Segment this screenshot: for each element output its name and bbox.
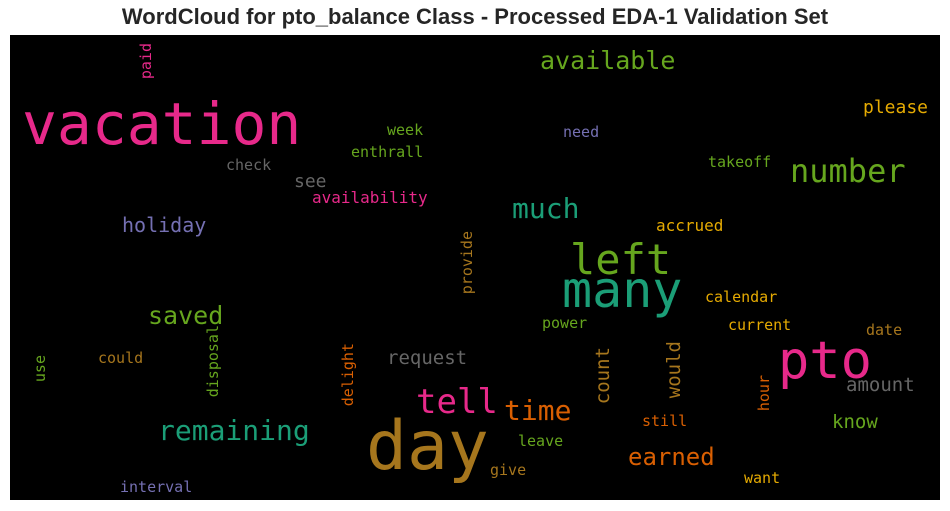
word-saved: saved (148, 301, 224, 330)
word-need: need (563, 123, 600, 141)
word-see: see (294, 171, 327, 192)
word-earned: earned (628, 443, 715, 471)
word-disposal: disposal (204, 325, 222, 398)
word-remaining: remaining (158, 414, 310, 447)
word-hour: hour (755, 375, 773, 412)
word-day: day (366, 407, 489, 486)
word-delight: delight (339, 343, 357, 407)
word-interval: interval (120, 478, 193, 496)
word-left: left (570, 235, 672, 284)
word-still: still (642, 412, 688, 430)
word-cloud: vacation day pto many left tell number r… (10, 35, 940, 500)
word-use: use (31, 355, 49, 383)
word-current: current (728, 316, 792, 334)
word-number: number (790, 152, 906, 190)
word-would: would (663, 341, 685, 399)
word-week: week (387, 121, 424, 139)
word-pto: pto (778, 331, 872, 391)
word-request: request (387, 347, 468, 369)
word-calendar: calendar (705, 288, 778, 306)
word-date: date (866, 321, 903, 339)
word-could: could (98, 349, 144, 367)
word-vacation: vacation (22, 90, 302, 158)
word-leave: leave (518, 432, 564, 450)
word-availability: availability (312, 188, 428, 207)
word-takeoff: takeoff (708, 153, 772, 171)
chart-title: WordCloud for pto_balance Class - Proces… (121, 4, 829, 29)
word-count: count (592, 347, 614, 405)
word-accrued: accrued (656, 216, 724, 235)
word-give: give (490, 461, 527, 479)
word-many: many (562, 261, 683, 319)
word-provide: provide (458, 231, 476, 295)
word-amount: amount (846, 374, 915, 396)
word-paid: paid (137, 43, 155, 80)
word-check: check (226, 156, 272, 174)
word-want: want (744, 469, 781, 487)
word-enthrall: enthrall (351, 143, 424, 161)
word-much: much (512, 192, 580, 225)
word-know: know (832, 411, 878, 433)
word-time: time (504, 394, 572, 427)
word-power: power (542, 314, 588, 332)
word-holiday: holiday (122, 213, 207, 237)
word-please: please (863, 97, 929, 118)
word-available: available (540, 46, 676, 75)
word-tell: tell (416, 382, 498, 422)
